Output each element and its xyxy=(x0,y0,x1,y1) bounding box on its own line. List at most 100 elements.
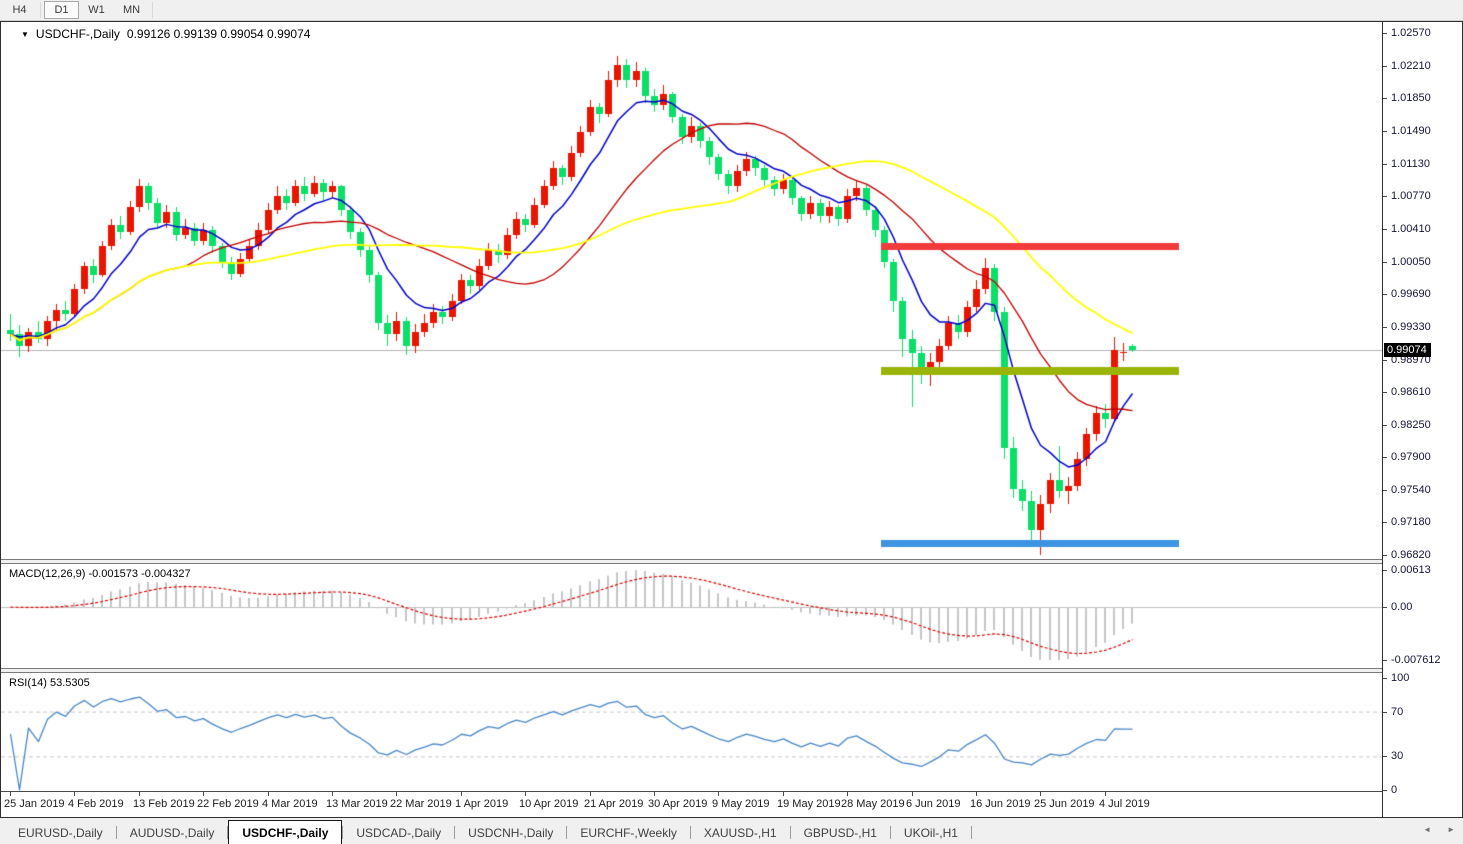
chart-title: ▼ USDCHF-,Daily 0.99126 0.99139 0.99054 … xyxy=(21,27,310,41)
timeframe-button-w1[interactable]: W1 xyxy=(88,4,105,16)
price-axis-label: 0.97540 xyxy=(1391,483,1431,496)
timeframe-button-h4[interactable]: H4 xyxy=(12,4,27,16)
date-axis-label: 13 Feb 2019 xyxy=(133,798,195,810)
price-axis-tick xyxy=(1383,196,1387,197)
date-axis-tick xyxy=(912,792,913,796)
macd-axis-tick xyxy=(1383,570,1387,571)
tab-divider xyxy=(342,825,344,839)
date-axis-tick xyxy=(525,792,526,796)
price-axis-label: 1.02210 xyxy=(1391,59,1431,72)
date-axis-label: 10 Apr 2019 xyxy=(519,798,579,810)
price-axis-tick xyxy=(1383,522,1387,523)
rsi-axis-tick xyxy=(1383,790,1387,791)
tab-divider xyxy=(789,825,791,839)
date-axis-label: 9 May 2019 xyxy=(712,798,770,810)
tab-scroll-left-icon[interactable]: ◄ xyxy=(1423,825,1432,834)
rsi-indicator-label: RSI(14) 53.5305 xyxy=(9,677,90,689)
collapse-triangle-icon[interactable]: ▼ xyxy=(21,29,29,39)
macd-axis-tick xyxy=(1383,660,1387,661)
date-axis-label: 4 Jul 2019 xyxy=(1099,798,1150,810)
price-axis-label: 1.00410 xyxy=(1391,223,1431,236)
pane-splitter-macd[interactable] xyxy=(1,559,1382,564)
date-axis-label: 30 Apr 2019 xyxy=(648,798,708,810)
chart-title-ohlc: 0.99126 0.99139 0.99054 0.99074 xyxy=(126,27,311,41)
rsi-axis-tick xyxy=(1383,712,1387,713)
tab-ukoil[interactable]: UKOil-,H1 xyxy=(903,826,958,840)
date-axis-tick xyxy=(783,792,784,796)
date-axis[interactable]: 25 Jan 2019 4 Feb 2019 13 Feb 2019 22 Feb 2… xyxy=(1,792,1382,817)
chart-tab-bar: EURUSD-,Daily AUDUSD-,Daily USDCHF-,Daily U… xyxy=(0,818,1463,844)
price-axis-tick xyxy=(1383,294,1387,295)
price-axis-label: 0.99690 xyxy=(1391,288,1431,301)
date-axis-label: 4 Mar 2019 xyxy=(262,798,318,810)
main-chart-canvas[interactable] xyxy=(1,22,1382,559)
macd-indicator-label: MACD(12,26,9) -0.001573 -0.004327 xyxy=(9,568,191,580)
date-axis-separator xyxy=(1,791,1382,792)
date-axis-tick xyxy=(268,792,269,796)
date-axis-label: 1 Apr 2019 xyxy=(455,798,509,810)
date-axis-tick xyxy=(1105,792,1106,796)
toolbar-separator xyxy=(40,2,41,18)
toolbar-separator xyxy=(152,2,153,18)
date-axis-label: 21 Apr 2019 xyxy=(584,798,644,810)
pane-splitter-rsi[interactable] xyxy=(1,668,1382,673)
tab-usdcnh[interactable]: USDCNH-,Daily xyxy=(468,826,554,840)
tab-eurusd[interactable]: EURUSD-,Daily xyxy=(18,826,103,840)
price-axis[interactable]: 0.99074 1.02570 1.02210 1.01850 1.01490 1.01… xyxy=(1382,22,1461,817)
tab-divider xyxy=(227,825,229,839)
macd-axis-tick xyxy=(1383,607,1387,608)
date-axis-label: 19 May 2019 xyxy=(777,798,841,810)
rsi-pane-canvas[interactable] xyxy=(1,673,1382,791)
macd-pane-canvas[interactable] xyxy=(1,564,1382,668)
price-axis-label: 1.00050 xyxy=(1391,255,1431,268)
price-axis-tick xyxy=(1383,392,1387,393)
price-axis-label: 1.02570 xyxy=(1391,27,1431,39)
date-axis-tick xyxy=(74,792,75,796)
tab-scroll-arrows: ◄ ► xyxy=(1423,825,1455,834)
price-axis-label: 1.01850 xyxy=(1391,92,1431,105)
date-axis-label: 25 Jun 2019 xyxy=(1034,798,1095,810)
price-axis-label: 0.98610 xyxy=(1391,386,1431,399)
tab-divider xyxy=(689,825,691,839)
rsi-axis-tick xyxy=(1383,678,1387,679)
price-axis-tick xyxy=(1383,457,1387,458)
tab-divider xyxy=(889,825,891,839)
date-axis-label: 13 Mar 2019 xyxy=(326,798,388,810)
timeframe-button-mn[interactable]: MN xyxy=(122,4,141,16)
tab-divider xyxy=(566,825,568,839)
date-axis-tick xyxy=(718,792,719,796)
price-axis-tick xyxy=(1383,425,1387,426)
tab-usdcad[interactable]: USDCAD-,Daily xyxy=(356,826,442,840)
tab-xauusd[interactable]: XAUUSD-,H1 xyxy=(703,826,777,840)
price-axis-tick xyxy=(1383,327,1387,328)
date-axis-label: 28 May 2019 xyxy=(841,798,905,810)
rsi-axis-label: 0 xyxy=(1391,784,1398,796)
timeframe-button-d1[interactable]: D1 xyxy=(44,1,79,19)
date-axis-tick xyxy=(139,792,140,796)
price-axis-label: 0.97900 xyxy=(1391,450,1431,463)
timeframe-toolbar: H4 D1 W1 MN xyxy=(0,0,1463,21)
tab-gbpusd[interactable]: GBPUSD-,H1 xyxy=(803,826,877,840)
macd-axis-label: 0.00613 xyxy=(1391,564,1431,576)
price-axis-tick xyxy=(1383,555,1387,556)
price-axis-label: 0.97180 xyxy=(1391,516,1431,529)
tab-divider xyxy=(454,825,456,839)
macd-axis-label: 0.00 xyxy=(1391,601,1413,614)
date-axis-tick xyxy=(332,792,333,796)
price-axis-tick xyxy=(1383,66,1387,67)
tab-audusd[interactable]: AUDUSD-,Daily xyxy=(129,826,215,840)
price-axis-tick xyxy=(1383,360,1387,361)
price-axis-label: 1.01130 xyxy=(1391,157,1430,170)
macd-axis-label: -0.007612 xyxy=(1391,654,1441,666)
tab-usdchf[interactable]: USDCHF-,Daily xyxy=(228,820,343,844)
date-axis-tick xyxy=(10,792,11,796)
rsi-axis-label: 100 xyxy=(1391,672,1410,684)
rsi-axis-label: 70 xyxy=(1391,705,1404,718)
price-axis-tick xyxy=(1383,490,1387,491)
date-axis-label: 25 Jan 2019 xyxy=(4,798,65,810)
date-axis-tick xyxy=(396,792,397,796)
tab-scroll-right-icon[interactable]: ► xyxy=(1447,825,1455,834)
tab-eurchf[interactable]: EURCHF-,Weekly xyxy=(580,826,677,840)
date-axis-label: 22 Feb 2019 xyxy=(197,798,259,810)
date-axis-tick xyxy=(976,792,977,796)
